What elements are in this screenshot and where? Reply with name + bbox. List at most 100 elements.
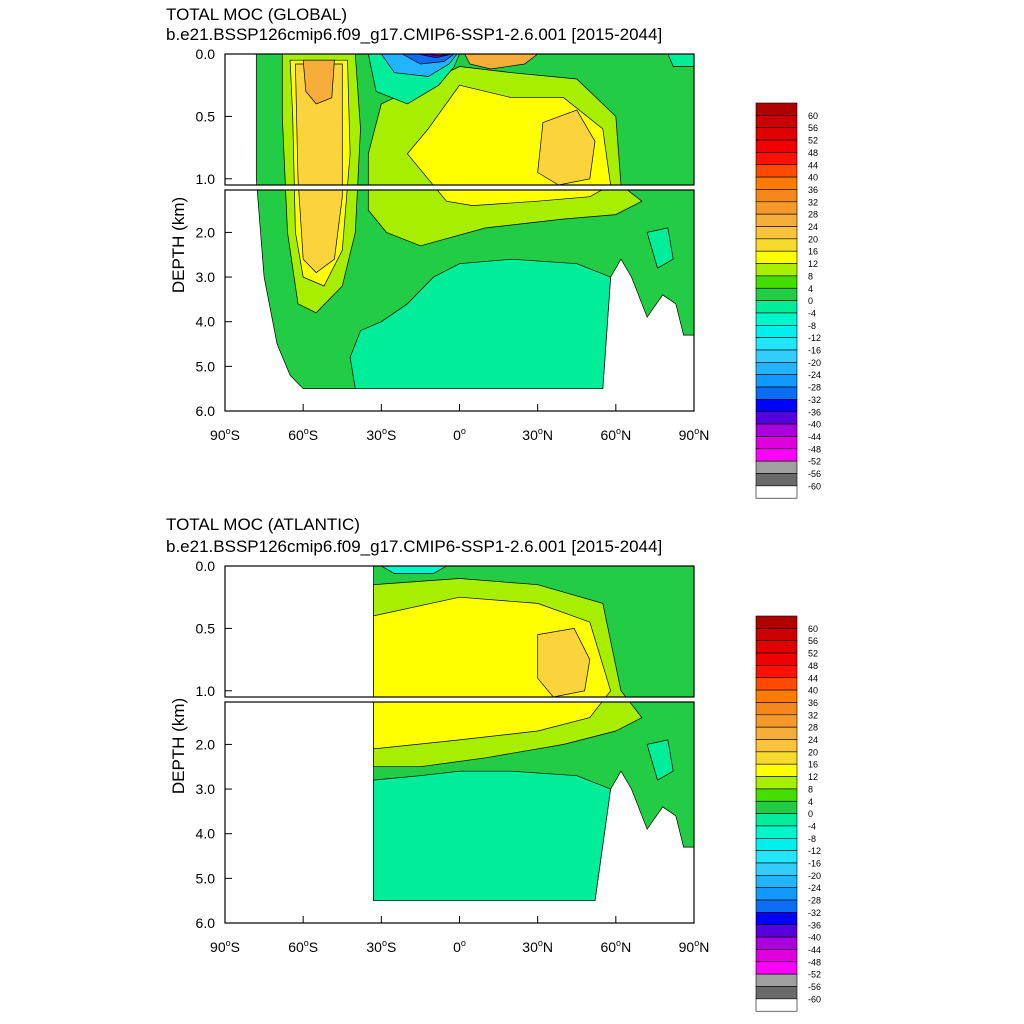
x-tick-label: 90oS [210, 938, 240, 955]
chart-subtitle-global: b.e21.BSSP126cmip6.f09_g17.CMIP6-SSP1-2.… [166, 25, 663, 44]
colorbar-label: -32 [808, 395, 821, 405]
colorbar-box [755, 102, 798, 116]
colorbar-box [755, 887, 798, 901]
x-tick-label: 30oS [366, 938, 396, 955]
colorbar-label: 60 [808, 624, 818, 634]
colorbar-label: -48 [808, 957, 821, 967]
colorbar-label: 48 [808, 148, 818, 158]
colorbar-box [755, 689, 798, 703]
colorbar-label: 20 [808, 234, 818, 244]
colorbar-label: 52 [808, 649, 818, 659]
colorbar-label: -16 [808, 346, 821, 356]
colorbar-label: 32 [808, 710, 818, 720]
global-so-core [302, 59, 335, 105]
colorbar-box [755, 862, 798, 876]
colorbar-box [755, 287, 798, 301]
y-tick-label: 0.5 [196, 620, 216, 636]
atlantic-core [537, 628, 591, 697]
colorbar-label: 48 [808, 661, 818, 671]
colorbar-label: -28 [808, 383, 821, 393]
colorbar-label: 40 [808, 173, 818, 183]
colorbar-box [755, 337, 798, 351]
colorbar-label: -8 [808, 321, 816, 331]
x-tick-label: 60oN [600, 426, 631, 443]
colorbar-label: -20 [808, 358, 821, 368]
atlantic-band-16 [373, 702, 603, 750]
colorbar-box [755, 912, 798, 926]
x-tick-label: 30oS [366, 426, 396, 443]
colorbar-label: 12 [808, 772, 818, 782]
colorbar-box [755, 275, 798, 289]
colorbar-box [755, 628, 798, 641]
y-tick-label: 0.0 [196, 558, 216, 574]
chart-title-global: TOTAL MOC (GLOBAL) [166, 5, 348, 24]
global-arctic-deep-neg [646, 227, 674, 269]
x-tick-label: 60oS [288, 938, 318, 955]
colorbar-label: 52 [808, 136, 818, 146]
colorbar-box [755, 949, 798, 963]
colorbar-label: -36 [808, 407, 821, 417]
colorbar-box [755, 763, 798, 777]
colorbar-label: -24 [808, 370, 821, 380]
colorbar-label: 16 [808, 760, 818, 770]
upper-frame [224, 53, 695, 186]
y-tick-label: 1.0 [196, 683, 216, 699]
colorbar-box [755, 300, 798, 314]
colorbar-label: 60 [808, 111, 818, 121]
colorbar-box [755, 213, 798, 227]
colorbar-label: -20 [808, 871, 821, 881]
y-tick-label: 6.0 [196, 403, 216, 419]
colorbar-box [755, 399, 798, 413]
colorbar-box [755, 800, 798, 814]
colorbar-box [755, 386, 798, 400]
colorbar-label: -56 [808, 982, 821, 992]
colorbar-label: -40 [808, 420, 821, 430]
colorbar-label: 4 [808, 797, 813, 807]
x-tick-label: 0o [453, 426, 466, 443]
colorbar-label: 56 [808, 636, 818, 646]
colorbar-box [755, 176, 798, 190]
colorbar-box [755, 726, 798, 740]
y-axis-label: DEPTH (km) [169, 698, 188, 794]
global-upper-band-8 [367, 190, 643, 247]
colorbar-label: -28 [808, 896, 821, 906]
colorbar-label: 20 [808, 747, 818, 757]
colorbar-box [755, 615, 798, 629]
colorbar-label: 0 [808, 296, 813, 306]
x-tick-label: 90oN [679, 938, 710, 955]
colorbar-label: 24 [808, 735, 818, 745]
colorbar-box [755, 152, 798, 166]
colorbar-box [755, 485, 798, 499]
colorbar-label: 8 [808, 784, 813, 794]
colorbar-label: 28 [808, 210, 818, 220]
y-tick-label: 5.0 [196, 870, 216, 886]
colorbar-label: -8 [808, 834, 816, 844]
colorbar-label: 44 [808, 673, 818, 683]
atlantic-deep-negative-cell [373, 770, 611, 902]
colorbar-box [755, 899, 798, 913]
x-tick-label: 30oN [522, 426, 553, 443]
colorbar-label: 56 [808, 123, 818, 133]
contour-lower [373, 702, 694, 902]
colorbar-label: 24 [808, 222, 818, 232]
colorbar-label: 40 [808, 686, 818, 696]
colorbar-box [755, 448, 798, 462]
colorbar-label: -52 [808, 970, 821, 980]
colorbar-label: -52 [808, 457, 821, 467]
colorbar-label: -40 [808, 933, 821, 943]
upper-frame [224, 565, 695, 698]
colorbar-box [755, 115, 798, 128]
y-tick-label: 5.0 [196, 358, 216, 374]
colorbar-box [755, 411, 798, 425]
colorbar-label: 12 [808, 259, 818, 269]
colorbar-box [755, 986, 798, 1000]
colorbar-box [755, 714, 798, 728]
chart-title-atlantic: TOTAL MOC (ATLANTIC) [166, 515, 360, 534]
colorbar-box [755, 850, 798, 864]
y-tick-label: 4.0 [196, 314, 216, 330]
colorbar-label: -12 [808, 333, 821, 343]
panel-global: 0.0 0.5 1.0 2.0 3.0 4.0 5.0 6.0 90oS 60oS 30oS 0o 30… [169, 46, 821, 499]
colorbar-label: -60 [808, 481, 821, 491]
colorbar-label: 28 [808, 723, 818, 733]
